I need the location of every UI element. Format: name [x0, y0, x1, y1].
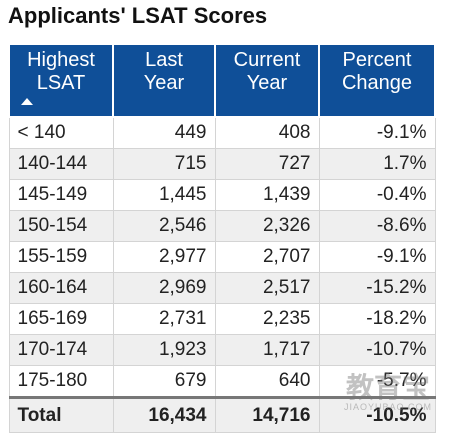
table-cell: 2,326 — [214, 210, 320, 242]
table-body: < 140 449 408 -9.1% 140-144 715 727 1.7% 145-149… — [8, 116, 436, 433]
table-cell: 155-159 — [8, 241, 114, 273]
table-cell: -5.7% — [318, 365, 436, 398]
table-row: 150-154 2,546 2,326 -8.6% — [8, 210, 436, 242]
table-cell: 2,707 — [214, 241, 320, 273]
table-cell: -18.2% — [318, 303, 436, 335]
table-row: 140-144 715 727 1.7% — [8, 148, 436, 180]
total-cell: 16,434 — [112, 396, 216, 433]
table-cell: 2,969 — [112, 272, 216, 304]
header-line: Highest — [27, 49, 95, 71]
table-cell: 150-154 — [8, 210, 114, 242]
sort-arrow — [21, 98, 33, 105]
table-cell: 1.7% — [318, 148, 436, 180]
header-line: Year — [246, 72, 288, 94]
header-row: Highest LSAT Last Year Current Year Percent Cha… — [8, 43, 436, 118]
table-row: < 140 449 408 -9.1% — [8, 116, 436, 149]
table-cell: 140-144 — [8, 148, 114, 180]
table-cell: -10.7% — [318, 334, 436, 366]
table-cell: < 140 — [8, 116, 114, 149]
table-cell: 175-180 — [8, 365, 114, 398]
table-cell: 715 — [112, 148, 216, 180]
table-cell: 1,445 — [112, 179, 216, 211]
header-line: Percent — [342, 49, 412, 71]
total-row: Total 16,434 14,716 -10.5% — [8, 396, 436, 433]
table-cell: 727 — [214, 148, 320, 180]
table-row: 165-169 2,731 2,235 -18.2% — [8, 303, 436, 335]
table-row: 170-174 1,923 1,717 -10.7% — [8, 334, 436, 366]
column-header[interactable]: Highest LSAT — [8, 43, 114, 118]
table-cell: -15.2% — [318, 272, 436, 304]
scores-table: Highest LSAT Last Year Current Year Percent Cha… — [8, 43, 436, 433]
table-cell: 2,731 — [112, 303, 216, 335]
total-cell: 14,716 — [214, 396, 320, 433]
table-row: 155-159 2,977 2,707 -9.1% — [8, 241, 436, 273]
table-cell: 408 — [214, 116, 320, 149]
table-header: Highest LSAT Last Year Current Year Percent Cha… — [8, 43, 436, 118]
table-cell: 2,517 — [214, 272, 320, 304]
table-cell: 1,717 — [214, 334, 320, 366]
table-cell: 145-149 — [8, 179, 114, 211]
table-row: 145-149 1,445 1,439 -0.4% — [8, 179, 436, 211]
header-line: Last — [145, 49, 183, 71]
table-cell: -8.6% — [318, 210, 436, 242]
table-cell: 1,923 — [112, 334, 216, 366]
table-cell: -0.4% — [318, 179, 436, 211]
table-cell: 640 — [214, 365, 320, 398]
table-cell: 170-174 — [8, 334, 114, 366]
table-cell: 2,235 — [214, 303, 320, 335]
column-header[interactable]: Last Year — [112, 43, 216, 118]
header-line: Current — [233, 49, 301, 71]
table-cell: 160-164 — [8, 272, 114, 304]
column-header[interactable]: Percent Change — [318, 43, 436, 118]
header-line: Change — [341, 72, 413, 94]
table-cell: 2,977 — [112, 241, 216, 273]
table-row: 175-180 679 640 -5.7% — [8, 365, 436, 398]
table-cell: 2,546 — [112, 210, 216, 242]
table-cell: 165-169 — [8, 303, 114, 335]
table-cell: 449 — [112, 116, 216, 149]
page-title: Applicants' LSAT Scores — [8, 3, 268, 28]
header-line: Year — [143, 72, 185, 94]
total-cell: Total — [8, 396, 114, 433]
total-cell: -10.5% — [318, 396, 436, 433]
header-line: LSAT — [36, 72, 86, 94]
sort-arrow-shape — [21, 98, 33, 105]
table-row: 160-164 2,969 2,517 -15.2% — [8, 272, 436, 304]
table-cell: -9.1% — [318, 116, 436, 149]
table-cell: 1,439 — [214, 179, 320, 211]
column-header[interactable]: Current Year — [214, 43, 320, 118]
table-cell: 679 — [112, 365, 216, 398]
table-cell: -9.1% — [318, 241, 436, 273]
